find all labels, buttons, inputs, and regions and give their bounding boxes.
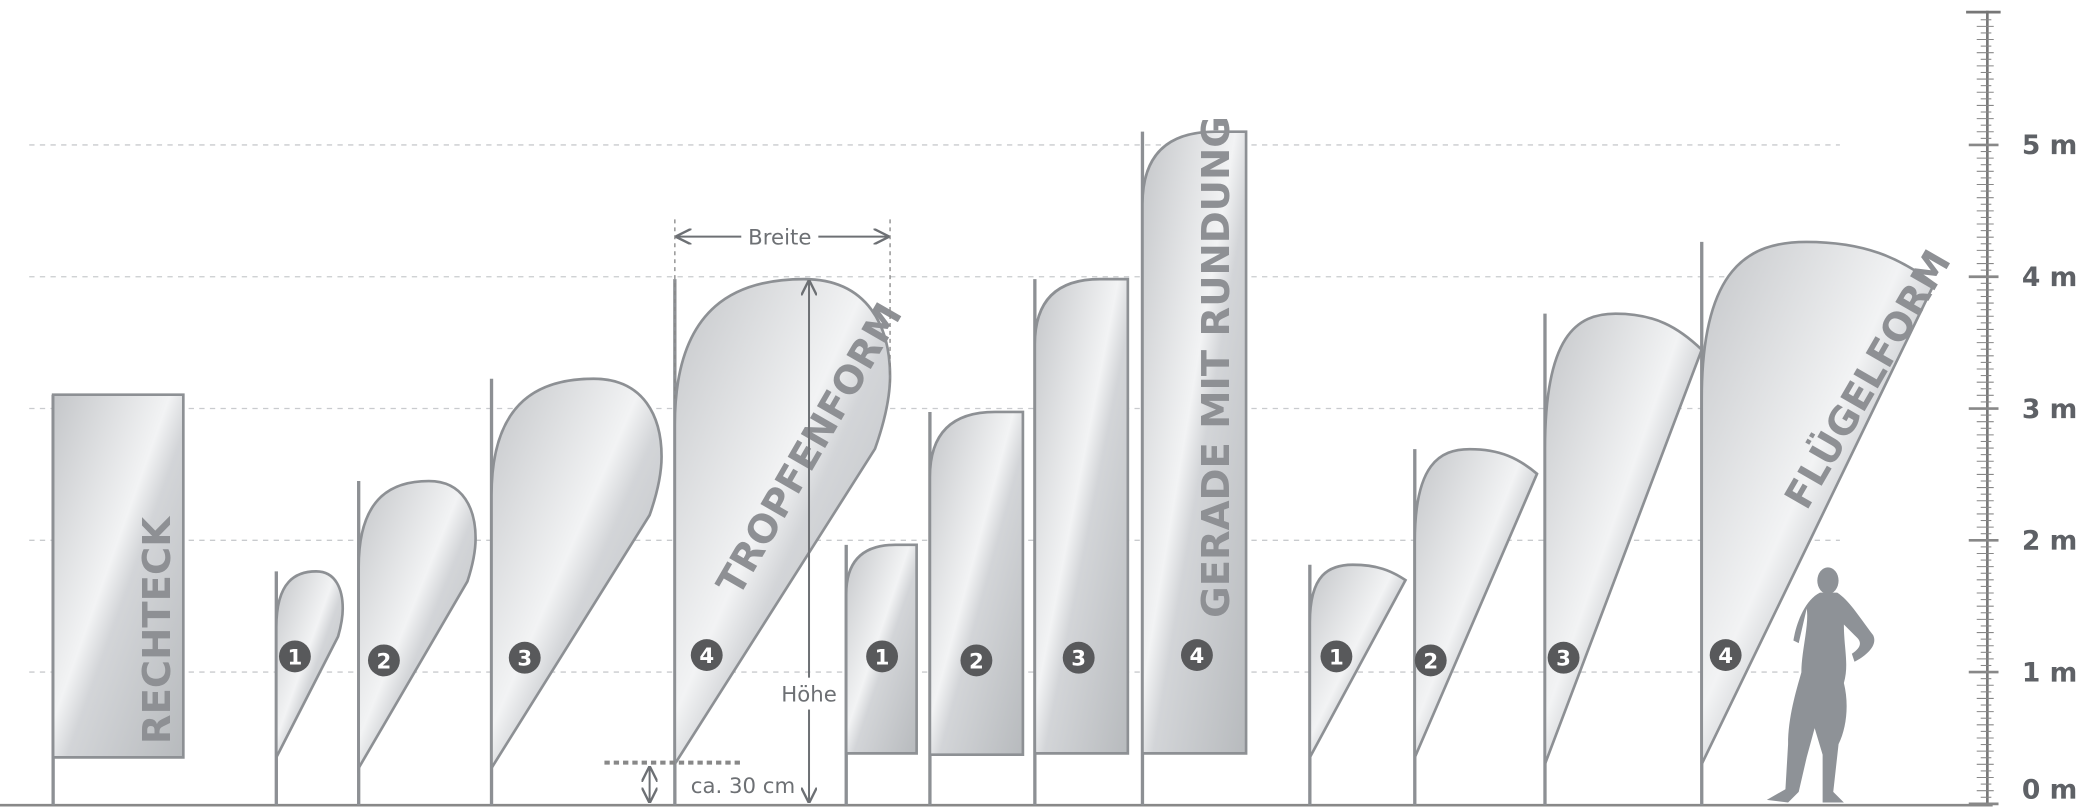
size-number: 3 [1556,647,1571,672]
scale-label: 0 m [2022,775,2077,806]
flag [673,277,892,769]
flag [1033,277,1130,755]
label-bg [777,677,841,710]
flag [928,410,1025,757]
size-badge [278,640,311,673]
ruler: 0 m 1 m 2 m 3 m 4 m 5 m [1966,10,2077,806]
width-label: Breite [748,226,811,251]
flag [490,377,663,773]
flag [357,479,477,773]
size-badge [1414,644,1447,677]
flag [1700,240,1936,765]
label-bg [741,223,819,250]
person [1766,567,1875,803]
size-number: 1 [1329,645,1344,670]
size-badge [960,644,993,677]
scale-label: 2 m [2022,526,2077,557]
flag [274,570,345,758]
size-number: 2 [377,649,392,674]
size-badge [367,644,400,677]
size-number: 1 [288,645,303,670]
size-number: 3 [517,647,532,672]
flag [51,393,185,759]
flag [1413,447,1539,758]
flag [1141,130,1248,755]
flag-label: RECHTECK [135,515,180,744]
size-badge [508,641,541,674]
scale-label: 1 m [2022,657,2077,688]
size-number: 4 [699,644,714,669]
size-badge [866,640,899,673]
height-label: Höhe [781,683,837,708]
size-number: 1 [875,645,890,670]
size-badge [1709,639,1742,672]
size-number: 2 [1423,649,1438,674]
scale-label: 3 m [2022,394,2077,425]
size-number: 2 [969,649,984,674]
dimensions: Breite Höhe ca. 30 cm [604,219,891,801]
flag [1308,563,1408,758]
size-number: 4 [1190,644,1205,669]
size-badge [1062,641,1095,674]
size-badge [690,639,723,672]
scale-label: 4 m [2022,262,2077,293]
flag [1543,312,1704,765]
size-badge [1547,641,1580,674]
offset-label: ca. 30 cm [691,774,795,799]
size-number: 3 [1071,647,1086,672]
size-badge [1320,640,1353,673]
flag-label: GERADE MIT RUNDUNG [1194,116,1239,618]
size-number: 4 [1718,644,1733,669]
size-badge [1180,639,1213,672]
scale-label: 5 m [2022,130,2077,161]
